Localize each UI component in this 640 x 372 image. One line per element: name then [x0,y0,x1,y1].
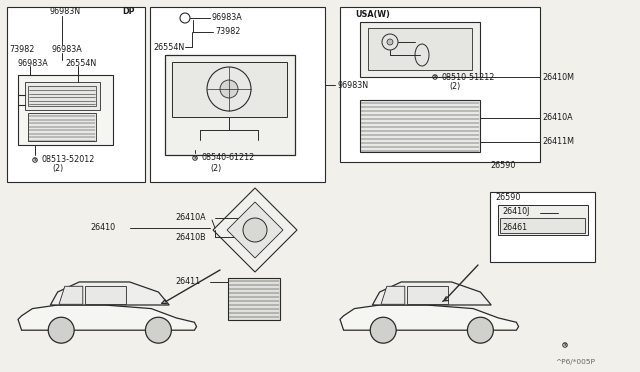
Bar [368,28,472,70]
Circle shape [467,317,493,343]
Circle shape [243,218,267,242]
Circle shape [387,39,393,45]
Text: 26461: 26461 [502,224,527,232]
Text: 26590: 26590 [490,160,515,170]
Polygon shape [340,305,518,330]
Text: 26590: 26590 [495,193,520,202]
Bar [500,218,585,233]
Text: 26411M: 26411M [542,138,574,147]
Text: 26410A: 26410A [175,214,205,222]
Bar [150,7,325,182]
Circle shape [220,80,238,98]
Bar [28,113,96,141]
Text: S: S [564,343,566,347]
Text: S: S [194,156,196,160]
Bar [498,205,588,235]
Bar [490,192,595,262]
Text: 26554N: 26554N [153,42,184,51]
Text: 08540-61212: 08540-61212 [202,154,255,163]
Bar [18,75,113,145]
Polygon shape [407,286,448,304]
Text: (2): (2) [449,83,460,92]
Text: 96983A: 96983A [212,13,243,22]
Bar [28,86,96,106]
Bar [360,100,480,152]
Text: S: S [434,75,436,79]
Text: ^P6/*005P: ^P6/*005P [555,359,595,365]
Text: 08513-52012: 08513-52012 [42,155,95,164]
Bar [25,82,100,110]
Text: 96983N: 96983N [337,80,368,90]
Polygon shape [227,202,283,258]
Bar [228,278,280,320]
Circle shape [370,317,396,343]
Text: 96983A: 96983A [18,58,49,67]
Circle shape [145,317,172,343]
Text: 26410B: 26410B [175,232,205,241]
Text: 26410J: 26410J [502,206,529,215]
Text: 26411: 26411 [175,278,200,286]
Text: DP: DP [122,7,134,16]
Bar [7,7,145,182]
Text: 73982: 73982 [9,45,35,55]
Text: 26410: 26410 [90,224,115,232]
Text: (2): (2) [52,164,63,173]
Text: 73982: 73982 [215,28,241,36]
Text: S: S [34,158,36,162]
Bar [165,55,295,155]
Polygon shape [85,286,126,304]
Polygon shape [372,282,492,305]
Text: USA(W): USA(W) [355,10,390,19]
Bar [172,62,287,117]
Text: 26554N: 26554N [65,58,96,67]
Text: (2): (2) [210,164,221,173]
Polygon shape [51,282,169,305]
Text: 26410A: 26410A [542,113,573,122]
Polygon shape [213,188,297,272]
Text: 26410M: 26410M [542,73,574,81]
Polygon shape [18,305,196,330]
Text: 08510-51212: 08510-51212 [441,73,494,81]
Polygon shape [59,286,83,304]
Bar [360,22,480,77]
Text: 96983N: 96983N [50,7,81,16]
Text: 96983A: 96983A [52,45,83,55]
Polygon shape [381,286,405,304]
Bar [340,7,540,162]
Circle shape [48,317,74,343]
